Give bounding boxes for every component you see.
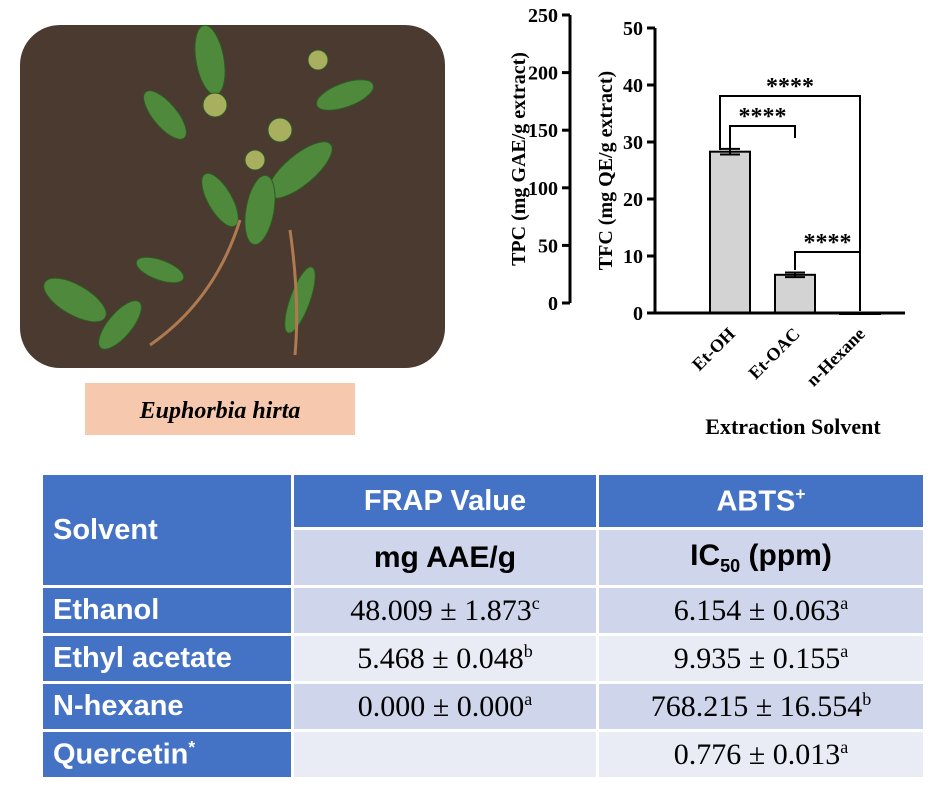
cell-text: IC (690, 538, 721, 572)
plant (43, 24, 374, 356)
superscript: + (795, 483, 806, 504)
data-cell: 0.776 ± 0.013a (599, 732, 923, 777)
photo-caption: Euphorbia hirta (139, 398, 301, 424)
cell-text: 0.776 ± 0.013 (673, 738, 841, 771)
data-row: Ethyl acetate 5.468 ± 0.048b 9.935 ± 0.155… (43, 636, 923, 681)
header-row: Solvent FRAP Value ABTS+ (43, 475, 923, 585)
y-tick-label: 50 (538, 235, 558, 257)
cell-text: 6.154 ± 0.063 (673, 594, 841, 627)
data-row: Ethanol 48.009 ± 1.873c 6.154 ± 0.063a (43, 588, 923, 633)
data-cell: 48.009 ± 1.873c (294, 588, 596, 633)
row-label: Quercetin* (43, 732, 291, 777)
y-axis-label: TFC (mg QE/g extract) (595, 71, 617, 270)
cell-text: FRAP Value (363, 484, 527, 517)
cell-text: 48.009 ± 1.873 (350, 594, 532, 627)
cell-text: 9.935 ± 0.155 (673, 642, 841, 675)
row-label: Ethanol (43, 588, 291, 633)
superscript: a (840, 641, 849, 661)
bar (774, 273, 816, 314)
caption-box (85, 383, 355, 435)
header-cell: Solvent (43, 475, 291, 585)
bar (709, 150, 751, 314)
y-tick-label: 30 (623, 132, 643, 154)
error-bar (785, 271, 805, 279)
data-cell (294, 732, 596, 777)
significance-label: **** (804, 230, 852, 256)
subheader-cell: IC50 (ppm) (599, 530, 923, 585)
header-cell: ABTS+ (599, 475, 923, 527)
row-label: Ethyl acetate (43, 636, 291, 681)
row-label: N-hexane (43, 684, 291, 729)
y-tick-label: 0 (548, 293, 558, 315)
superscript: * (188, 737, 196, 758)
data-cell: 0.000 ± 0.000a (294, 684, 596, 729)
superscript: a (840, 737, 849, 757)
y-tick-label: 0 (633, 303, 643, 325)
data-cell: 6.154 ± 0.063a (599, 588, 923, 633)
header-cell: FRAP Value (294, 475, 596, 527)
cell-text: N-hexane (53, 690, 184, 722)
significance-bracket (729, 125, 796, 148)
subheader-cell: mg AAE/g (294, 530, 596, 585)
cell-text: 768.215 ± 16.554 (650, 690, 863, 723)
cell-text: mg AAE/g (373, 540, 517, 574)
y-tick-label: 100 (528, 178, 558, 200)
y-tick-label: 150 (528, 120, 558, 142)
cell-text: 5.468 ± 0.048 (357, 642, 524, 675)
data-cell: 9.935 ± 0.155a (599, 636, 923, 681)
chart-bg (588, 0, 940, 470)
y-axis-label: TPC (mg GAE/g extract) (508, 52, 530, 266)
data-cell: 768.215 ± 16.554b (599, 684, 923, 729)
x-axis-label: Extraction Solvent (705, 414, 881, 439)
superscript: c (531, 593, 540, 613)
data-cell: 5.468 ± 0.048b (294, 636, 596, 681)
significance-label: **** (739, 104, 787, 130)
cell-text: ABTS (716, 485, 796, 518)
y-tick-label: 40 (623, 75, 643, 97)
cell-text: Solvent (53, 513, 158, 546)
y-tick-label: 10 (623, 246, 643, 268)
superscript: a (840, 593, 849, 613)
superscript: b (862, 689, 872, 709)
cell-text: 0.000 ± 0.000 (357, 690, 525, 723)
error-bar (720, 147, 740, 156)
significance-bracket (719, 95, 861, 311)
subheader-row: mg AAE/g IC50 (ppm) (43, 530, 923, 585)
significance-bracket (794, 251, 861, 311)
photo (20, 25, 445, 368)
y-tick-label: 250 (528, 5, 558, 27)
cell-text: Ethyl acetate (53, 642, 232, 674)
superscript: a (524, 689, 533, 709)
data-table: Solvent FRAP Value ABTS+ mg AAE/g IC50 (ppm)… (40, 472, 926, 780)
data-row: Quercetin* 0.776 ± 0.013a (43, 732, 923, 777)
y-tick-label: 20 (623, 189, 643, 211)
data-row: N-hexane 0.000 ± 0.000a 768.215 ± 16.554b (43, 684, 923, 729)
cell-text: Ethanol (53, 594, 160, 626)
y-tick-label: 200 (528, 63, 558, 85)
significance-label: **** (766, 74, 814, 100)
y-tick-label: 50 (623, 18, 643, 40)
cell-text: Quercetin (53, 738, 189, 771)
cell-text: (ppm) (740, 538, 832, 572)
subscript: 50 (720, 555, 741, 576)
superscript: b (523, 641, 533, 661)
